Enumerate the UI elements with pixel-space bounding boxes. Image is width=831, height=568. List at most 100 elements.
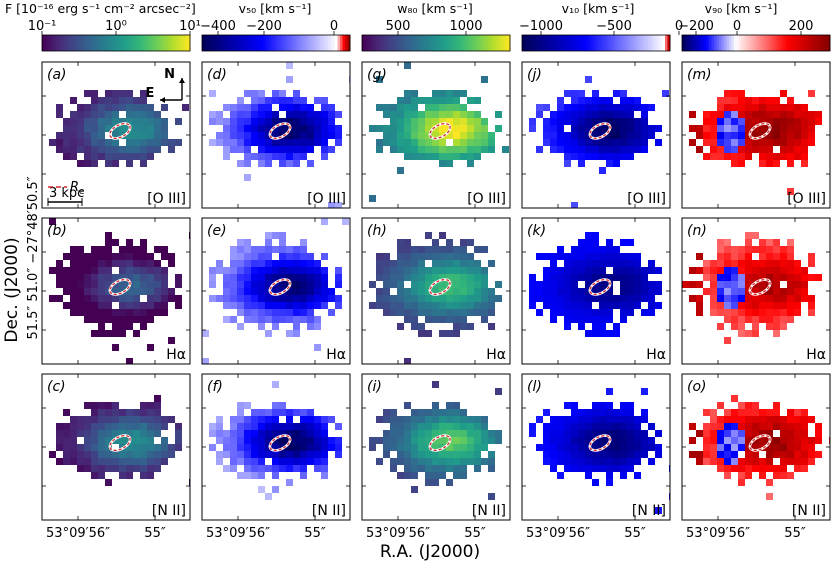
- map-pixel: [759, 416, 766, 423]
- map-pixel: [279, 139, 286, 146]
- colorbar-F-segment: [76, 35, 80, 51]
- map-pixel: [738, 402, 745, 409]
- map-pixel: [599, 274, 606, 281]
- map-pixel: [606, 160, 613, 167]
- map-pixel: [766, 423, 773, 430]
- map-pixel: [307, 288, 314, 295]
- colorbar-F-segment: [172, 35, 176, 51]
- map-pixel: [710, 153, 717, 160]
- map-pixel: [578, 260, 585, 267]
- map-pixel: [258, 125, 265, 132]
- map-pixel: [175, 423, 182, 430]
- map-pixel: [752, 430, 759, 437]
- colorbar-F-segment: [51, 35, 55, 51]
- panel-line-label: [N II]: [472, 503, 506, 519]
- map-pixel: [752, 274, 759, 281]
- map-pixel: [627, 423, 634, 430]
- map-pixel: [376, 260, 383, 267]
- map-pixel: [773, 465, 780, 472]
- map-pixel: [460, 125, 467, 132]
- map-pixel: [752, 97, 759, 104]
- map-pixel: [70, 111, 77, 118]
- map-pixel: [529, 302, 536, 309]
- map-pixel: [237, 451, 244, 458]
- map-pixel: [759, 302, 766, 309]
- colorbar-v10-segment: [628, 35, 632, 51]
- map-pixel: [140, 430, 147, 437]
- map-pixel: [272, 416, 279, 423]
- colorbar-w80-segment: [468, 35, 472, 51]
- map-pixel: [77, 260, 84, 267]
- map-pixel: [439, 160, 446, 167]
- map-pixel: [432, 479, 439, 486]
- map-pixel: [717, 423, 724, 430]
- map-pixel: [390, 111, 397, 118]
- map-pixel: [230, 125, 237, 132]
- map-pixel: [293, 104, 300, 111]
- map-pixel: [592, 458, 599, 465]
- map-pixel: [133, 281, 140, 288]
- map-pixel: [467, 160, 474, 167]
- map-pixel: [307, 316, 314, 323]
- map-pixel: [77, 246, 84, 253]
- map-pixel: [634, 437, 641, 444]
- map-pixel: [418, 288, 425, 295]
- colorbar-v50-segment: [278, 35, 282, 51]
- map-pixel: [418, 451, 425, 458]
- colorbar-v10-segment: [554, 35, 558, 51]
- map-pixel: [209, 274, 216, 281]
- map-pixel: [293, 253, 300, 260]
- map-pixel: [481, 423, 488, 430]
- map-pixel: [599, 451, 606, 458]
- map-pixel: [571, 104, 578, 111]
- colorbar-v90-segment: [686, 35, 690, 51]
- map-pixel: [411, 309, 418, 316]
- map-pixel: [98, 295, 105, 302]
- colorbar-v90-segment: [793, 35, 797, 51]
- map-pixel: [752, 111, 759, 118]
- map-pixel: [321, 288, 328, 295]
- map-pixel: [112, 281, 119, 288]
- map-pixel: [140, 153, 147, 160]
- colorbar-F-segment: [98, 35, 102, 51]
- map-pixel: [321, 416, 328, 423]
- map-pixel: [446, 246, 453, 253]
- panel-letter: (n): [687, 223, 707, 239]
- map-pixel: [265, 309, 272, 316]
- map-pixel: [808, 139, 815, 146]
- colorbar-v90-tick-label: −200: [678, 19, 714, 34]
- map-pixel: [112, 323, 119, 330]
- map-pixel: [140, 465, 147, 472]
- map-pixel: [119, 90, 126, 97]
- map-pixel: [453, 330, 460, 337]
- colorbar-v90-segment: [719, 35, 723, 51]
- map-pixel: [272, 118, 279, 125]
- x-tick-label: 53°09′56″: [366, 526, 430, 541]
- colorbar-v10-segment: [593, 35, 597, 51]
- map-pixel: [425, 104, 432, 111]
- map-pixel: [328, 132, 335, 139]
- map-pixel: [696, 281, 703, 288]
- map-pixel: [140, 253, 147, 260]
- map-pixel: [710, 302, 717, 309]
- map-pixel: [300, 444, 307, 451]
- map-pixel: [168, 451, 175, 458]
- map-pixel: [286, 132, 293, 139]
- map-pixel: [237, 430, 244, 437]
- map-pixel: [321, 302, 328, 309]
- map-pixel: [133, 316, 140, 323]
- map-pixel: [731, 139, 738, 146]
- map-pixel: [244, 458, 251, 465]
- map-pixel: [279, 232, 286, 239]
- map-pixel: [759, 437, 766, 444]
- map-pixel: [383, 416, 390, 423]
- map-pixel: [627, 288, 634, 295]
- map-pixel: [335, 302, 342, 309]
- compass-north-label: N: [164, 67, 175, 82]
- map-pixel: [780, 465, 787, 472]
- map-pixel: [557, 472, 564, 479]
- map-pixel: [571, 316, 578, 323]
- map-pixel: [216, 458, 223, 465]
- map-pixel: [244, 430, 251, 437]
- map-pixel: [717, 260, 724, 267]
